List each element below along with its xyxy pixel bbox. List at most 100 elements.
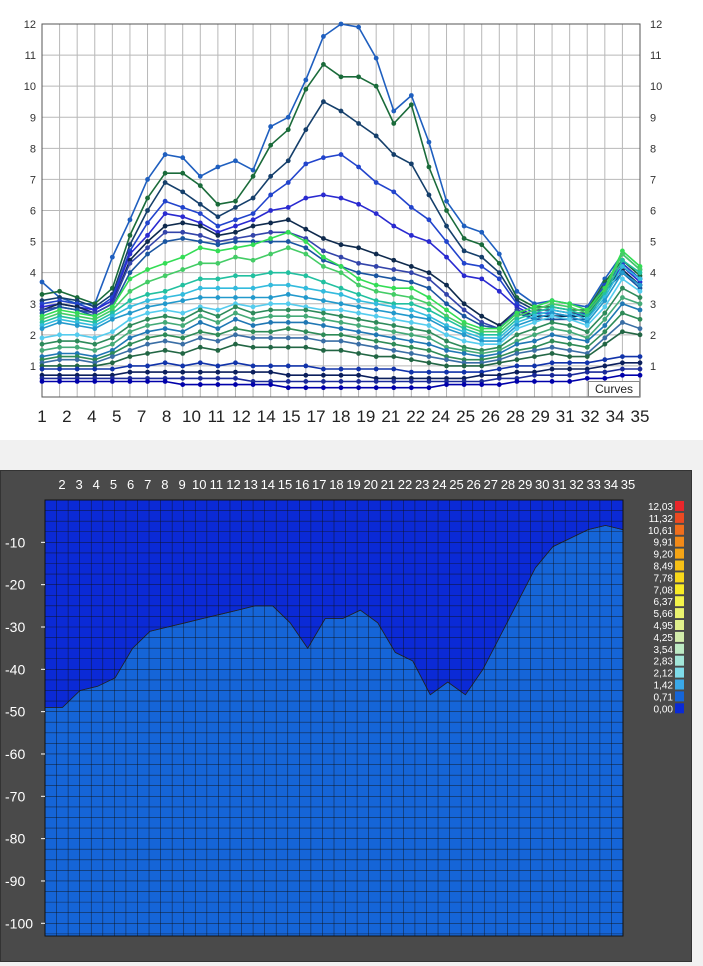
series-point xyxy=(303,127,309,133)
y-tick-label-left: 12 xyxy=(24,19,36,31)
series-point xyxy=(620,276,625,282)
series-point xyxy=(285,379,291,384)
series-point xyxy=(584,360,590,366)
series-point xyxy=(338,372,344,378)
series-point xyxy=(57,338,62,344)
series-point xyxy=(197,344,203,350)
y-tick-label-right: 10 xyxy=(650,81,662,93)
series-point xyxy=(373,307,379,313)
series-point xyxy=(250,167,256,173)
series-point xyxy=(197,320,203,325)
series-point xyxy=(479,242,485,248)
series-point xyxy=(338,292,344,297)
x-tick-label: 5 xyxy=(112,407,121,426)
legend-swatch xyxy=(675,608,684,619)
legend-label: 11,32 xyxy=(649,514,674,525)
series-point xyxy=(250,344,256,350)
series-point xyxy=(373,366,379,372)
series-point xyxy=(268,173,274,179)
y-tick-label: -60 xyxy=(5,746,25,762)
series-point xyxy=(408,102,414,108)
series-point xyxy=(162,198,168,204)
series-point xyxy=(285,326,291,332)
series-point xyxy=(321,155,326,161)
series-point xyxy=(338,332,344,338)
x-tick-label: 24 xyxy=(431,407,450,426)
series-point xyxy=(74,344,80,350)
series-point xyxy=(162,326,168,332)
series-point xyxy=(338,254,344,260)
x-tick-label: 11 xyxy=(210,477,224,492)
series-point xyxy=(197,375,203,381)
series-point xyxy=(145,341,150,347)
series-point xyxy=(637,288,643,294)
series-point xyxy=(479,229,485,235)
series-point xyxy=(426,369,432,375)
series-point xyxy=(356,121,361,126)
x-tick-label: 3 xyxy=(76,477,83,492)
series-point xyxy=(391,257,397,263)
series-point xyxy=(373,313,379,319)
series-point xyxy=(338,264,344,269)
series-point xyxy=(127,242,133,248)
series-point xyxy=(233,332,238,338)
series-point xyxy=(426,301,432,307)
legend-label: 12,03 xyxy=(648,502,673,513)
series-point xyxy=(197,239,203,244)
series-point xyxy=(145,335,150,341)
series-point xyxy=(408,279,414,285)
series-point xyxy=(356,341,361,347)
series-point xyxy=(444,239,449,244)
x-tick-label: 20 xyxy=(363,477,377,492)
series-point xyxy=(285,204,291,210)
series-point xyxy=(57,332,62,338)
series-point xyxy=(109,341,115,347)
series-point xyxy=(338,338,344,344)
series-point xyxy=(180,375,186,381)
series-point xyxy=(391,385,397,391)
curves-legend-label: Curves xyxy=(588,381,640,397)
series-point xyxy=(162,273,168,279)
series-point xyxy=(39,335,45,341)
series-point xyxy=(197,211,203,217)
x-tick-label: 8 xyxy=(162,407,171,426)
series-point xyxy=(602,357,608,363)
series-point xyxy=(250,323,256,328)
x-tick-label: 24 xyxy=(432,477,446,492)
series-point xyxy=(584,369,590,375)
series-point xyxy=(444,282,449,288)
series-point xyxy=(602,363,608,369)
series-point xyxy=(162,369,168,375)
series-point xyxy=(567,323,573,328)
series-point xyxy=(602,369,608,375)
series-point xyxy=(637,326,643,332)
legend-swatch xyxy=(675,691,684,702)
y-tick-label: -10 xyxy=(5,534,25,550)
series-point xyxy=(373,251,379,257)
series-point xyxy=(479,372,485,378)
series-point xyxy=(127,298,133,304)
series-point xyxy=(162,360,168,366)
series-point xyxy=(197,285,203,291)
series-point xyxy=(602,298,608,304)
series-point xyxy=(549,320,555,325)
series-point xyxy=(620,320,625,325)
series-point xyxy=(356,298,361,304)
series-point xyxy=(567,360,573,366)
series-point xyxy=(444,316,449,322)
series-point xyxy=(461,301,467,307)
series-point xyxy=(285,217,291,223)
series-point xyxy=(408,264,414,269)
series-point xyxy=(532,379,537,384)
y-tick-label-right: 9 xyxy=(650,112,656,124)
series-point xyxy=(549,360,555,366)
series-point xyxy=(162,152,168,157)
series-point xyxy=(285,239,291,244)
series-point xyxy=(496,251,502,257)
x-tick-label: 34 xyxy=(606,407,625,426)
x-tick-label: 13 xyxy=(243,477,257,492)
series-point xyxy=(250,242,256,248)
legend-label: 10,61 xyxy=(648,526,673,537)
series-point xyxy=(338,195,344,201)
series-point xyxy=(408,369,414,375)
